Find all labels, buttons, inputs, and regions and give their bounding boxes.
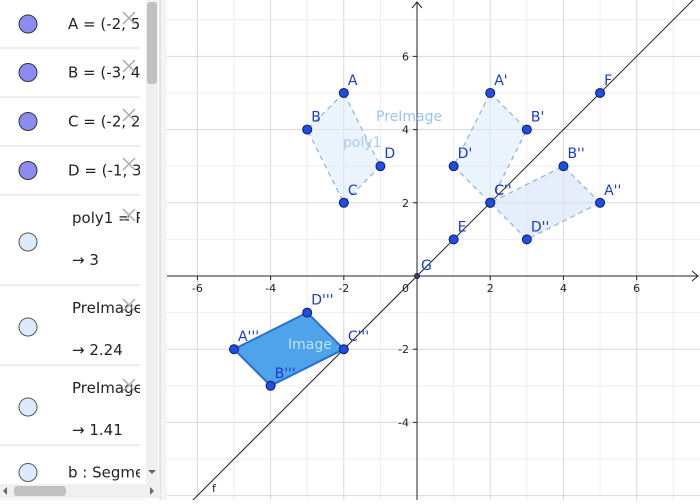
point-label: B'' (567, 146, 584, 162)
row-definition: B = (-3, 4 (68, 64, 140, 82)
point-label: D'' (531, 219, 549, 235)
row-definition: b : Segmen (68, 464, 154, 482)
point-label: D''' (311, 293, 333, 309)
line-f (188, 0, 694, 504)
x-tick-label: 4 (560, 282, 567, 295)
delete-icon[interactable] (122, 11, 136, 25)
h-scroll-thumb[interactable] (14, 486, 66, 496)
point[interactable] (448, 234, 459, 245)
visibility-toggle[interactable] (18, 63, 38, 82)
graphics-view: -6 -4 -2 2 4 6 -4 -2 2 4 6 0 f PreImage poly1 Image A B C D… (167, 0, 700, 504)
point-label: B''' (275, 366, 296, 382)
row-definition: PreImage (72, 299, 143, 317)
row-value: → 2.24 (72, 341, 123, 359)
y-tick-label: -4 (398, 416, 409, 429)
point[interactable] (338, 197, 349, 208)
x-tick-label: 2 (487, 282, 494, 295)
y-tick-label: 6 (402, 50, 409, 63)
point-label: C (348, 183, 358, 199)
polygon-label: poly1 (343, 135, 382, 151)
origin-label: 0 (402, 282, 409, 295)
scroll-down-arrow[interactable] (148, 470, 156, 474)
polygon-label: Image (288, 337, 332, 353)
point[interactable] (338, 87, 349, 98)
polygon[interactable] (489, 165, 602, 241)
y-axis-arrow (411, 1, 423, 9)
delete-icon[interactable] (122, 208, 136, 222)
delete-icon[interactable] (122, 157, 136, 171)
y-tick-label: 4 (402, 124, 409, 137)
point[interactable] (595, 197, 606, 208)
line-label: f (212, 482, 217, 495)
visibility-toggle[interactable] (18, 161, 38, 180)
text-label: PreImage (376, 109, 442, 125)
row-definition: D = (-1, 3 (68, 162, 142, 180)
point-label: F (604, 73, 612, 89)
x-axis-arrow (691, 270, 699, 282)
scroll-thumb[interactable] (147, 2, 157, 84)
visibility-toggle[interactable] (18, 463, 38, 482)
point-label: B' (531, 110, 544, 126)
x-tick-label: -2 (338, 282, 349, 295)
x-tick-label: -6 (192, 282, 203, 295)
point-label: A' (494, 73, 507, 89)
point-label: E (458, 219, 467, 235)
visibility-toggle[interactable] (18, 14, 38, 34)
y-tick-label: -2 (398, 343, 409, 356)
point[interactable] (595, 87, 606, 98)
point[interactable] (485, 197, 496, 208)
x-tick-label: 6 (633, 282, 640, 295)
algebra-view: A = (-2, 5 B = (-3, 4 C = (-2, 2 D = (-1, 3… (0, 0, 160, 501)
delete-icon[interactable] (122, 59, 136, 73)
polygon[interactable] (306, 91, 382, 204)
delete-icon[interactable] (122, 108, 136, 122)
point[interactable] (558, 161, 569, 172)
divider[interactable] (160, 0, 167, 500)
visibility-toggle[interactable] (18, 317, 38, 337)
row-mask (140, 0, 146, 484)
scroll-left-arrow[interactable] (3, 487, 7, 495)
point-label: C' (494, 183, 508, 199)
point-label: D (384, 146, 395, 162)
point-label: A (348, 73, 358, 89)
point[interactable] (228, 344, 239, 355)
point[interactable] (302, 307, 313, 318)
x-tick-label: -4 (265, 282, 276, 295)
point[interactable] (521, 234, 532, 245)
polygon[interactable] (452, 91, 528, 204)
vertical-scrollbar[interactable] (146, 0, 158, 484)
delete-icon[interactable] (122, 378, 136, 392)
point-label: B (311, 110, 321, 126)
point[interactable] (265, 380, 276, 391)
visibility-toggle[interactable] (18, 397, 38, 417)
point-label: A'' (604, 183, 621, 199)
row-value: → 1.41 (72, 421, 123, 439)
row-definition: poly1 = Po (72, 209, 153, 227)
visibility-toggle[interactable] (18, 112, 38, 131)
point[interactable] (521, 124, 532, 135)
point[interactable] (338, 344, 349, 355)
row-definition: A = (-2, 5 (68, 15, 140, 33)
row-value: → 3 (72, 251, 99, 269)
point[interactable] (448, 161, 459, 172)
point-label: A''' (238, 329, 259, 345)
point[interactable] (302, 124, 313, 135)
row-definition: C = (-2, 2 (68, 113, 140, 131)
point[interactable] (414, 272, 421, 279)
delete-icon[interactable] (122, 298, 136, 312)
point-label: C''' (348, 329, 369, 345)
y-tick-label: 2 (402, 197, 409, 210)
point[interactable] (375, 161, 386, 172)
point-label: D' (458, 146, 473, 162)
point-label: C'' (494, 183, 511, 199)
point-label: G (421, 258, 432, 274)
point[interactable] (485, 87, 496, 98)
scroll-right-arrow[interactable] (150, 487, 154, 495)
visibility-toggle[interactable] (18, 232, 38, 252)
